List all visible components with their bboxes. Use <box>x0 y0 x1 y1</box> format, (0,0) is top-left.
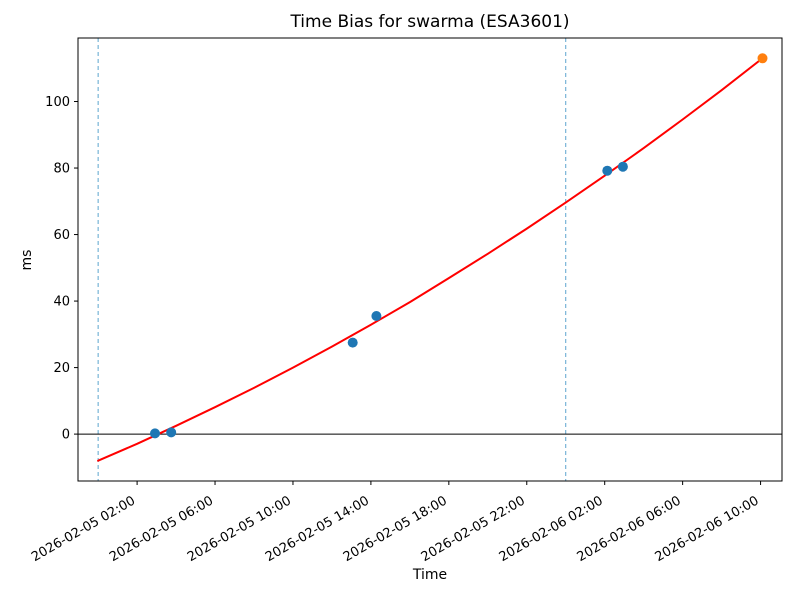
observations-point <box>617 161 628 172</box>
observations-point <box>602 165 613 176</box>
chart-title: Time Bias for swarma (ESA3601) <box>289 12 569 32</box>
y-tick-label: 0 <box>62 428 70 443</box>
observations-point <box>347 337 358 348</box>
y-tick-label: 40 <box>53 295 70 310</box>
axes-frame <box>77 37 783 482</box>
latest-observation-point <box>757 53 768 64</box>
observations-point <box>166 427 177 438</box>
y-tick-label: 20 <box>53 361 70 376</box>
y-tick-label: 80 <box>53 162 70 177</box>
fit-curve-line <box>97 57 764 462</box>
observations-point <box>371 311 382 321</box>
x-axis-label: Time <box>412 567 447 583</box>
observations-point <box>150 428 160 439</box>
y-axis-label: ms <box>19 250 35 271</box>
y-tick-label: 100 <box>45 95 70 110</box>
axes-background <box>78 38 782 481</box>
y-tick-label: 60 <box>53 228 70 243</box>
